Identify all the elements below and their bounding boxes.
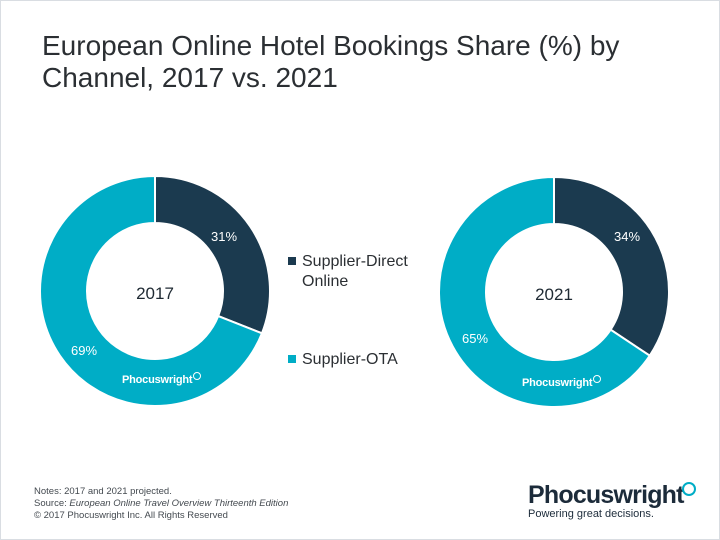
slice-label-2017-supplier-direct: 31% xyxy=(211,229,237,244)
legend-label-supplier-ota: Supplier-OTA xyxy=(302,351,398,368)
donut-slice-2021-supplier-direct xyxy=(553,175,670,358)
brand-logo: Phocuswright Powering great decisions. xyxy=(528,482,698,521)
source-line: Source: European Online Travel Overview … xyxy=(34,498,288,510)
legend-item-supplier-ota: Supplier-OTA xyxy=(288,350,448,370)
legend-swatch-supplier-ota xyxy=(288,355,296,363)
copyright-line: © 2017 Phocuswright Inc. All Rights Rese… xyxy=(34,510,228,521)
watermark-mark-icon xyxy=(193,372,202,380)
donut-center-year-2021: 2021 xyxy=(535,285,573,304)
source-title: European Online Travel Overview Thirteen… xyxy=(69,498,289,509)
watermark-mark-icon xyxy=(593,375,602,383)
source-prefix: Source: xyxy=(34,498,70,509)
brand-mark-icon xyxy=(682,482,696,496)
donut-watermark-logo-2017: Phocuswright xyxy=(122,372,202,386)
chart-title: European Online Hotel Bookings Share (%)… xyxy=(42,30,620,93)
watermark-text-2017: Phocuswright xyxy=(122,374,193,386)
donut-slice-2021-supplier-ota xyxy=(438,175,652,408)
slice-label-2017-supplier-ota: 69% xyxy=(71,343,97,358)
donut-watermark-logo-2021: Phocuswright xyxy=(522,375,602,389)
legend-swatch-supplier-direct xyxy=(288,257,296,265)
brand-name: Phocuswright xyxy=(528,481,684,509)
donut-slice-2017-supplier-ota xyxy=(39,174,264,407)
slice-label-2021-supplier-ota: 65% xyxy=(462,331,488,346)
donut-center-year-2017: 2017 xyxy=(136,284,174,303)
watermark-text-2021: Phocuswright xyxy=(522,377,593,389)
notes-line: Notes: 2017 and 2021 projected. xyxy=(34,486,172,497)
legend: Supplier-Direct Online Supplier-OTA xyxy=(288,252,448,370)
legend-item-supplier-direct: Supplier-Direct Online xyxy=(288,252,448,292)
slice-label-2021-supplier-direct: 34% xyxy=(614,229,640,244)
brand-tagline: Powering great decisions. xyxy=(528,508,654,520)
donut-slice-2017-supplier-direct xyxy=(154,174,271,335)
legend-label-supplier-direct-line1: Supplier-Direct xyxy=(302,253,408,270)
legend-label-supplier-direct-line2: Online xyxy=(302,273,349,290)
chart-notes: Notes: 2017 and 2021 projected. Source: … xyxy=(34,486,288,522)
